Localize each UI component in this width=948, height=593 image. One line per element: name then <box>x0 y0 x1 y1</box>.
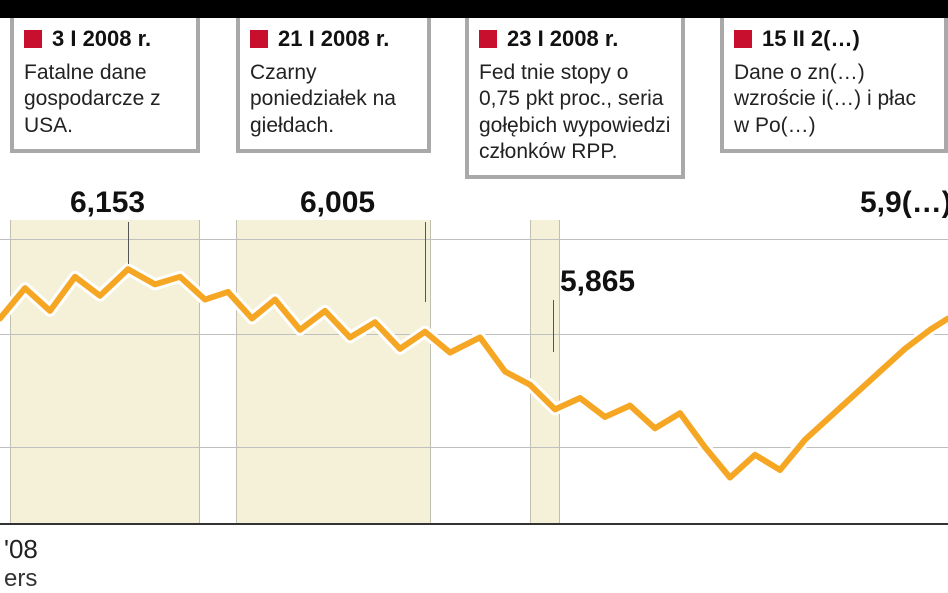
event-date-row: 15 II 2(…) <box>734 26 934 52</box>
event-date-row: 3 I 2008 r. <box>24 26 186 52</box>
event-date: 21 I 2008 r. <box>278 26 389 52</box>
event-date: 15 II 2(…) <box>762 26 860 52</box>
event-description: Dane o zn(…) wzroście i(…) i płac w Po(…… <box>734 60 934 139</box>
date-marker-icon <box>734 30 752 48</box>
event-date: 3 I 2008 r. <box>52 26 151 52</box>
event-description: Czarny poniedziałek na giełdach. <box>250 60 417 139</box>
value-label: 6,005 <box>300 186 375 220</box>
event-box: 3 I 2008 r. Fatalne dane gospodarcze z US… <box>10 18 200 153</box>
event-description: Fatalne dane gospodarcze z USA. <box>24 60 186 139</box>
leader-line <box>425 222 426 302</box>
value-label: 5,9(…) <box>860 186 948 220</box>
event-date-row: 23 I 2008 r. <box>479 26 671 52</box>
event-date-row: 21 I 2008 r. <box>250 26 417 52</box>
date-marker-icon <box>479 30 497 48</box>
event-date: 23 I 2008 r. <box>507 26 618 52</box>
date-marker-icon <box>24 30 42 48</box>
event-box: 21 I 2008 r. Czarny poniedziałek na giełd… <box>236 18 431 153</box>
date-marker-icon <box>250 30 268 48</box>
value-label: 6,153 <box>70 186 145 220</box>
event-box: 15 II 2(…) Dane o zn(…) wzroście i(…) i p… <box>720 18 948 153</box>
event-description: Fed tnie stopy o 0,75 pkt proc., seria g… <box>479 60 671 165</box>
x-axis-sub-label: ers <box>4 565 37 593</box>
leader-line <box>128 222 129 264</box>
leader-line <box>553 300 554 352</box>
value-label: 5,865 <box>560 265 635 299</box>
event-box: 23 I 2008 r. Fed tnie stopy o 0,75 pkt pr… <box>465 18 685 179</box>
x-axis-year-label: '08 <box>4 534 38 565</box>
